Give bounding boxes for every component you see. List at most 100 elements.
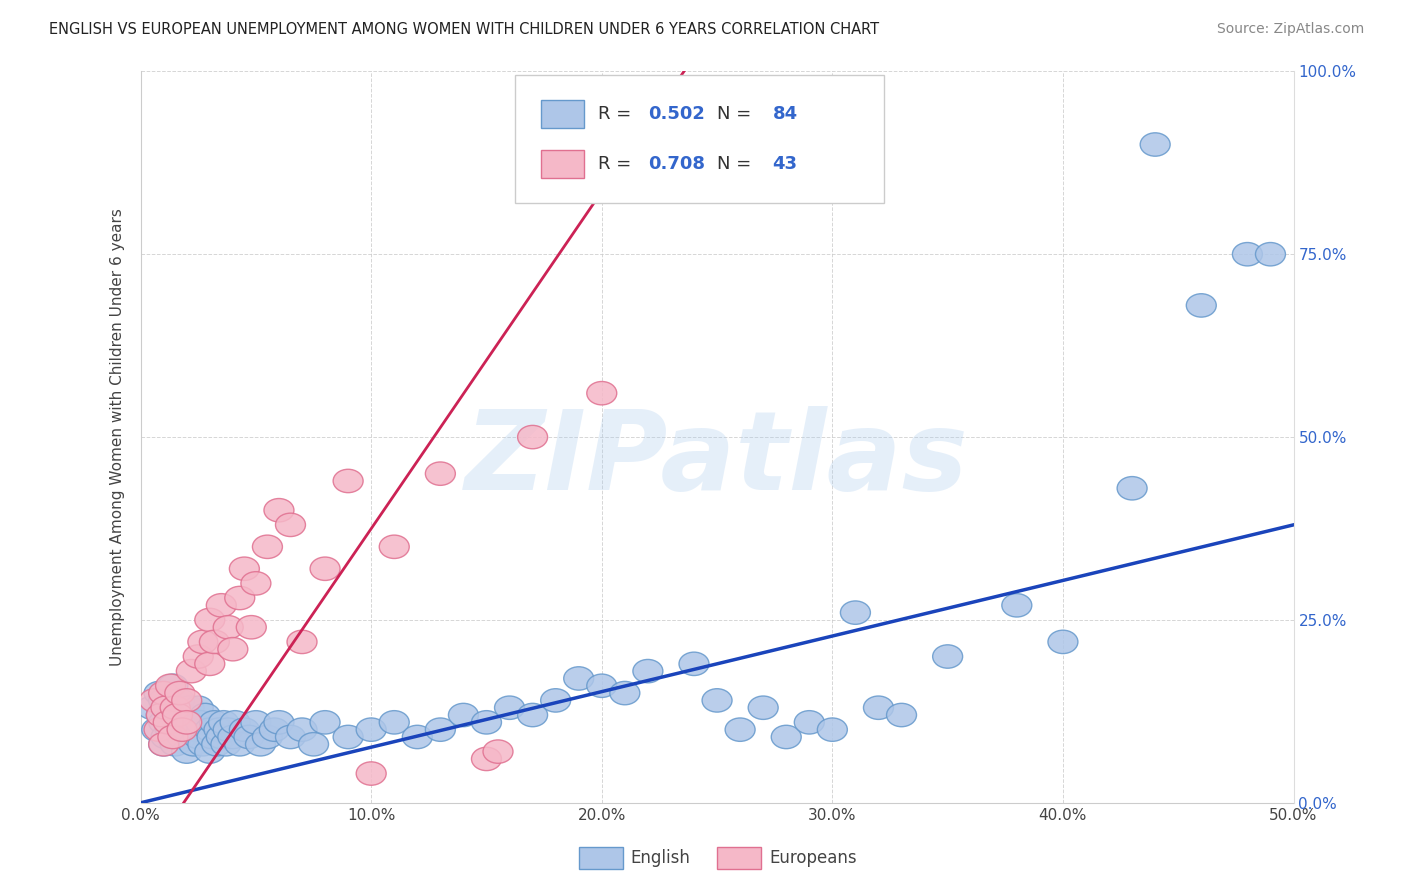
Ellipse shape	[1233, 243, 1263, 266]
Ellipse shape	[149, 732, 179, 756]
Ellipse shape	[167, 725, 197, 748]
Ellipse shape	[142, 718, 172, 741]
Ellipse shape	[167, 718, 197, 741]
Text: Source: ZipAtlas.com: Source: ZipAtlas.com	[1216, 22, 1364, 37]
Ellipse shape	[356, 762, 387, 785]
Ellipse shape	[200, 630, 229, 654]
Ellipse shape	[311, 711, 340, 734]
Ellipse shape	[1187, 293, 1216, 318]
Ellipse shape	[236, 615, 266, 639]
FancyBboxPatch shape	[541, 101, 585, 128]
Ellipse shape	[1118, 476, 1147, 500]
Ellipse shape	[932, 645, 963, 668]
Ellipse shape	[165, 689, 195, 712]
Ellipse shape	[146, 703, 176, 727]
Ellipse shape	[264, 711, 294, 734]
Ellipse shape	[218, 725, 247, 748]
Ellipse shape	[564, 147, 593, 171]
Text: ENGLISH VS EUROPEAN UNEMPLOYMENT AMONG WOMEN WITH CHILDREN UNDER 6 YEARS CORRELA: ENGLISH VS EUROPEAN UNEMPLOYMENT AMONG W…	[49, 22, 879, 37]
Ellipse shape	[183, 645, 214, 668]
Ellipse shape	[564, 666, 593, 690]
Ellipse shape	[170, 703, 200, 727]
Ellipse shape	[188, 630, 218, 654]
Ellipse shape	[841, 601, 870, 624]
Ellipse shape	[143, 681, 174, 705]
Ellipse shape	[139, 689, 170, 712]
Ellipse shape	[157, 674, 188, 698]
Ellipse shape	[143, 718, 174, 741]
Ellipse shape	[253, 535, 283, 558]
Ellipse shape	[586, 674, 617, 698]
Ellipse shape	[156, 718, 186, 741]
Ellipse shape	[887, 703, 917, 727]
Ellipse shape	[149, 681, 179, 705]
FancyBboxPatch shape	[717, 847, 761, 869]
Ellipse shape	[181, 718, 211, 741]
Ellipse shape	[172, 739, 201, 764]
Ellipse shape	[1047, 630, 1078, 654]
Ellipse shape	[214, 718, 243, 741]
Ellipse shape	[276, 513, 305, 537]
Ellipse shape	[200, 711, 229, 734]
Ellipse shape	[748, 696, 778, 720]
Ellipse shape	[240, 711, 271, 734]
Ellipse shape	[186, 711, 215, 734]
Ellipse shape	[188, 732, 218, 756]
Ellipse shape	[863, 696, 893, 720]
Ellipse shape	[172, 689, 201, 712]
Ellipse shape	[246, 732, 276, 756]
Ellipse shape	[172, 711, 201, 734]
FancyBboxPatch shape	[579, 847, 623, 869]
Ellipse shape	[298, 732, 329, 756]
Ellipse shape	[484, 739, 513, 764]
Text: N =: N =	[717, 155, 751, 173]
Ellipse shape	[183, 696, 214, 720]
Ellipse shape	[229, 557, 259, 581]
Ellipse shape	[208, 711, 239, 734]
Ellipse shape	[149, 732, 179, 756]
Ellipse shape	[214, 615, 243, 639]
Ellipse shape	[702, 689, 733, 712]
Ellipse shape	[229, 718, 259, 741]
Ellipse shape	[201, 732, 232, 756]
Ellipse shape	[138, 696, 167, 720]
Text: N =: N =	[717, 105, 751, 123]
Ellipse shape	[225, 732, 254, 756]
Ellipse shape	[190, 703, 221, 727]
Ellipse shape	[311, 557, 340, 581]
Ellipse shape	[204, 718, 233, 741]
Ellipse shape	[179, 732, 208, 756]
Ellipse shape	[679, 652, 709, 675]
Ellipse shape	[356, 718, 387, 741]
Ellipse shape	[153, 696, 183, 720]
Text: 84: 84	[772, 105, 797, 123]
Ellipse shape	[426, 462, 456, 485]
Ellipse shape	[517, 425, 547, 449]
Ellipse shape	[380, 535, 409, 558]
Ellipse shape	[287, 718, 316, 741]
Ellipse shape	[1140, 133, 1170, 156]
Ellipse shape	[157, 725, 188, 748]
Ellipse shape	[725, 718, 755, 741]
Y-axis label: Unemployment Among Women with Children Under 6 years: Unemployment Among Women with Children U…	[110, 208, 125, 666]
Ellipse shape	[287, 630, 316, 654]
Ellipse shape	[495, 696, 524, 720]
FancyBboxPatch shape	[541, 150, 585, 178]
Ellipse shape	[146, 703, 176, 727]
Ellipse shape	[207, 593, 236, 617]
Ellipse shape	[174, 696, 204, 720]
Ellipse shape	[772, 725, 801, 748]
Text: R =: R =	[599, 155, 637, 173]
Ellipse shape	[207, 725, 236, 748]
Ellipse shape	[165, 681, 195, 705]
Ellipse shape	[276, 725, 305, 748]
Ellipse shape	[240, 572, 271, 595]
Ellipse shape	[195, 652, 225, 675]
Ellipse shape	[160, 696, 190, 720]
Ellipse shape	[211, 732, 240, 756]
Ellipse shape	[333, 725, 363, 748]
Ellipse shape	[426, 718, 456, 741]
Ellipse shape	[218, 638, 247, 661]
Text: ZIPatlas: ZIPatlas	[465, 406, 969, 513]
Ellipse shape	[156, 674, 186, 698]
